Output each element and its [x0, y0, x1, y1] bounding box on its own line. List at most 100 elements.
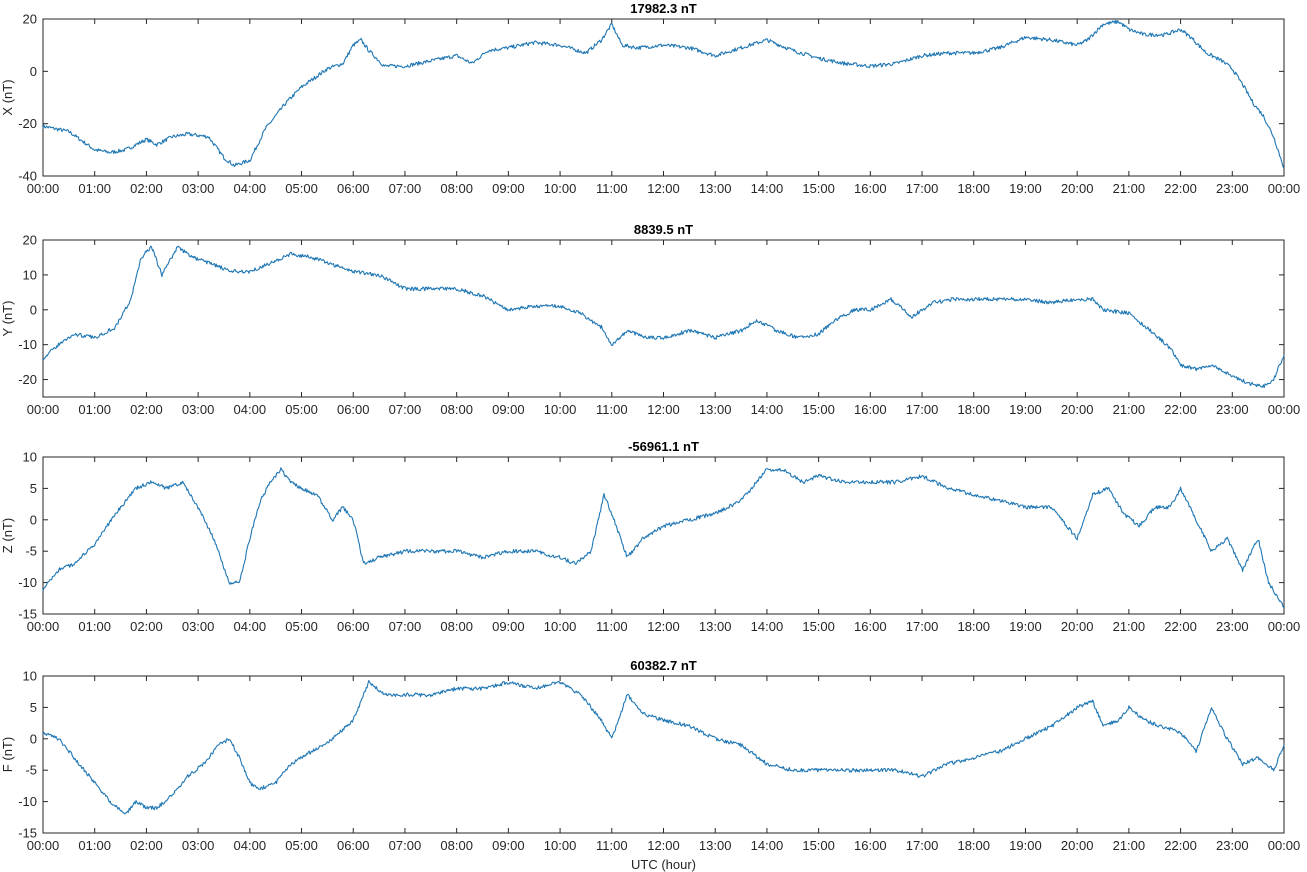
y-tick-label: -5	[25, 763, 37, 778]
x-tick-label: 17:00	[906, 838, 939, 853]
x-tick-label: 08:00	[440, 619, 473, 634]
subplot-container: 00:00 01:00 02:00 03:00 04:00 05:00 06:00 07:00…	[0, 1, 1300, 853]
x-tick-label: 00:00	[27, 838, 60, 853]
x-tick-label: 01:00	[78, 838, 111, 853]
x-tick-label: 02:00	[130, 838, 163, 853]
x-tick-label: 11:00	[596, 619, 628, 634]
x-tick-label: 06:00	[337, 838, 370, 853]
y-tick-label: 20	[23, 233, 37, 248]
x-tick-label: 07:00	[389, 838, 422, 853]
axes-frame	[42, 456, 1285, 615]
x-tick-label: 19:00	[1009, 838, 1042, 853]
x-tick-label: 10:00	[544, 838, 577, 853]
y-tick-label: 0	[30, 64, 37, 79]
x-tick-label: 13:00	[699, 619, 732, 634]
x-tick-label: 00:00	[27, 619, 60, 634]
x-tick-label: 17:00	[906, 402, 939, 417]
x-tick-label: 10:00	[544, 402, 577, 417]
panel-title: 17982.3 nT	[630, 1, 697, 16]
x-tick-label: 00:00	[1268, 619, 1301, 634]
x-tick-label: 23:00	[1216, 181, 1249, 196]
y-tick-label: 5	[30, 481, 37, 496]
x-tick-label: 00:00	[1268, 838, 1301, 853]
x-tick-label: 21:00	[1113, 181, 1146, 196]
x-tick-label: 18:00	[957, 181, 990, 196]
axes-frame	[42, 18, 1285, 177]
x-tick-label: 04:00	[234, 181, 267, 196]
x-tick-label: 14:00	[751, 181, 784, 196]
x-tick-label: 15:00	[802, 838, 835, 853]
x-tick-label: 04:00	[234, 838, 267, 853]
x-tick-label: 03:00	[182, 402, 215, 417]
y-tick-label: 10	[23, 267, 37, 282]
axes-frame	[42, 239, 1285, 398]
y-tick-label: 10	[23, 450, 37, 465]
x-tick-label: 22:00	[1164, 402, 1197, 417]
x-tick-label: 08:00	[440, 181, 473, 196]
x-tick-label: 13:00	[699, 838, 732, 853]
x-tick-label: 10:00	[544, 619, 577, 634]
x-tick-label: 09:00	[492, 181, 525, 196]
x-tick-label: 01:00	[78, 402, 111, 417]
x-tick-label: 03:00	[182, 838, 215, 853]
x-tick-label: 05:00	[285, 181, 318, 196]
y-tick-label: 0	[30, 731, 37, 746]
x-tick-label: 15:00	[802, 181, 835, 196]
x-tick-label: 05:00	[285, 402, 318, 417]
x-tick-label: 20:00	[1061, 402, 1094, 417]
x-tick-label: 16:00	[854, 838, 887, 853]
x-tick-label: 19:00	[1009, 402, 1042, 417]
x-tick-label: 22:00	[1164, 619, 1197, 634]
x-tick-label: 21:00	[1113, 838, 1146, 853]
x-tick-label: 09:00	[492, 838, 525, 853]
x-tick-label: 18:00	[957, 838, 990, 853]
x-tick-label: 06:00	[337, 619, 370, 634]
x-tick-label: 19:00	[1009, 619, 1042, 634]
y-tick-label: -5	[25, 544, 37, 559]
x-tick-label: 22:00	[1164, 181, 1197, 196]
y-tick-label: -10	[18, 794, 37, 809]
x-tick-label: 00:00	[27, 181, 60, 196]
panel-y-component: 00:00 01:00 02:00 03:00 04:00 05:00 06:00 07:00…	[0, 222, 1300, 417]
y-tick-label: 20	[23, 12, 37, 27]
x-tick-label: 07:00	[389, 402, 422, 417]
x-tick-label: 05:00	[285, 838, 318, 853]
series-line	[42, 245, 1285, 389]
x-tick-label: 08:00	[440, 402, 473, 417]
x-tick-label: 17:00	[906, 619, 939, 634]
x-tick-label: 23:00	[1216, 619, 1249, 634]
x-axis-title: UTC (hour)	[631, 857, 696, 872]
x-tick-label: 18:00	[957, 619, 990, 634]
x-tick-label: 21:00	[1113, 619, 1146, 634]
y-tick-label: 0	[30, 302, 37, 317]
x-tick-label: 09:00	[492, 619, 525, 634]
series-line	[42, 19, 1285, 169]
x-tick-label: 07:00	[389, 181, 422, 196]
panel-title: -56961.1 nT	[628, 439, 699, 454]
y-tick-label: -20	[18, 372, 37, 387]
x-tick-label: 12:00	[647, 838, 680, 853]
y-tick-label: 10	[23, 669, 37, 684]
x-tick-label: 19:00	[1009, 181, 1042, 196]
y-axis-title: X (nT)	[0, 79, 15, 115]
x-tick-label: 14:00	[751, 402, 784, 417]
panel-title: 8839.5 nT	[634, 222, 693, 237]
x-tick-label: 06:00	[337, 181, 370, 196]
x-tick-label: 23:00	[1216, 838, 1249, 853]
x-tick-label: 13:00	[699, 181, 732, 196]
y-tick-label: -20	[18, 116, 37, 131]
x-tick-label: 21:00	[1113, 402, 1146, 417]
series-line	[42, 679, 1285, 815]
x-tick-label: 13:00	[699, 402, 732, 417]
x-tick-label: 16:00	[854, 402, 887, 417]
series-line	[42, 467, 1285, 609]
x-tick-label: 12:00	[647, 402, 680, 417]
x-tick-label: 15:00	[802, 402, 835, 417]
y-tick-label: 0	[30, 512, 37, 527]
panel-f-component: 00:00 01:00 02:00 03:00 04:00 05:00 06:00 07:00…	[0, 658, 1300, 853]
x-tick-label: 03:00	[182, 619, 215, 634]
y-tick-label: -10	[18, 575, 37, 590]
x-tick-label: 16:00	[854, 619, 887, 634]
x-tick-label: 12:00	[647, 181, 680, 196]
x-tick-label: 17:00	[906, 181, 939, 196]
